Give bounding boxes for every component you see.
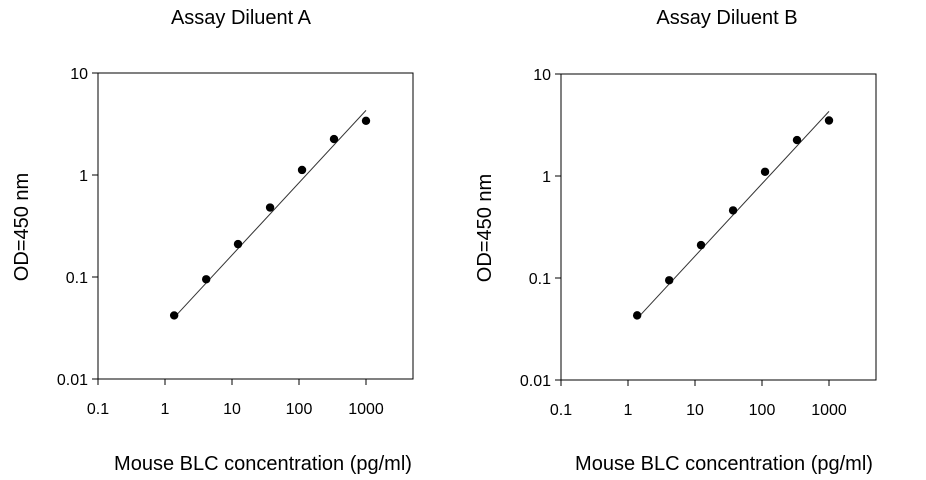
y-axis-label: OD=450 nm [474, 174, 496, 282]
chart-panel-a: Assay Diluent A 0.01 0.1 1 10 0.1 1 10 100 1000 OD… [11, 7, 414, 475]
data-point [664, 276, 674, 285]
y-tick-label: 0.01 [57, 372, 88, 389]
data-point [265, 203, 275, 212]
data-point [201, 275, 211, 284]
x-axis-label: Mouse BLC concentration (pg/ml) [114, 453, 412, 475]
data-point [329, 134, 339, 144]
data-point [233, 239, 243, 249]
x-tick-label: 100 [286, 401, 313, 418]
x-tick-label: 1 [624, 402, 633, 419]
y-tick-label: 10 [70, 66, 88, 83]
x-tick-label: 0.1 [550, 402, 572, 419]
x-tick-label: 0.1 [87, 401, 109, 418]
y-tick-label: 0.1 [529, 271, 551, 288]
x-tick-label: 10 [686, 402, 704, 419]
x-tick-label: 1000 [348, 401, 384, 418]
data-point [361, 116, 371, 125]
x-tick-label: 1 [161, 401, 170, 418]
x-tick-label: 10 [223, 401, 241, 418]
y-axis-label: OD=450 nm [11, 173, 33, 281]
x-tick-label: 1000 [811, 402, 847, 419]
data-point [824, 116, 834, 125]
chart-panel-b: Assay Diluent B 0.01 0.1 1 10 0.1 1 10 100 1000 OD… [474, 7, 877, 475]
y-tick-label: 1 [542, 169, 551, 186]
chart-title: Assay Diluent A [171, 7, 312, 29]
x-tick-label: 100 [749, 402, 776, 419]
data-point [792, 135, 802, 145]
data-point [696, 240, 706, 250]
plot-area-frame [560, 73, 877, 381]
y-tick-label: 0.1 [66, 270, 88, 287]
data-point [297, 165, 307, 175]
chart-title: Assay Diluent B [656, 7, 797, 29]
data-point [169, 311, 179, 320]
data-point [632, 311, 642, 320]
y-tick-label: 1 [79, 168, 88, 185]
x-axis-label: Mouse BLC concentration (pg/ml) [575, 453, 873, 475]
y-tick-label: 0.01 [520, 373, 551, 390]
plot-area-frame [97, 72, 414, 380]
data-point [728, 206, 738, 215]
y-tick-label: 10 [533, 67, 551, 84]
data-point [760, 167, 770, 176]
